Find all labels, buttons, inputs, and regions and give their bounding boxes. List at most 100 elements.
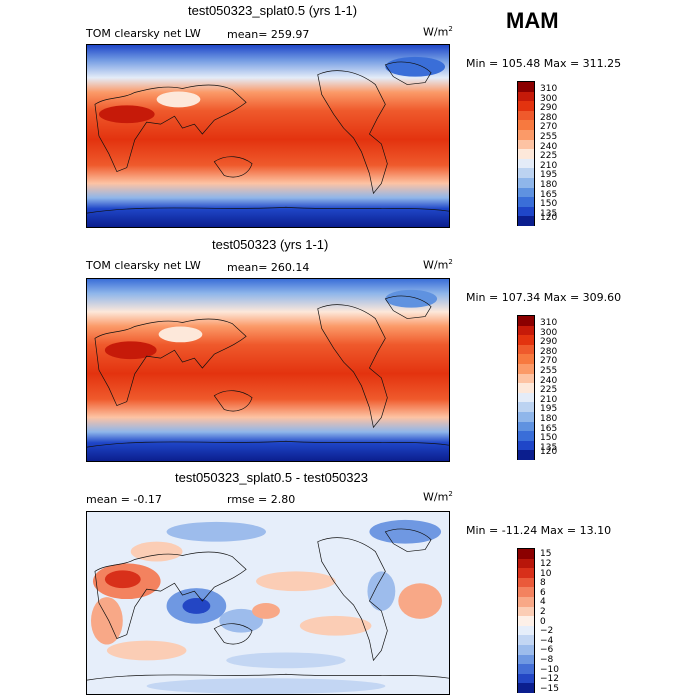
panel1-arctic xyxy=(385,56,446,77)
panel2-colorbar-swatch xyxy=(518,392,534,403)
panel2-level-label: 120 xyxy=(540,447,558,457)
panel2-mean: mean= 260.14 xyxy=(227,261,310,274)
panel2-units: W/m2 xyxy=(423,258,453,272)
panel3-colorbar-swatch xyxy=(518,587,534,597)
panel1-level-label: 270 xyxy=(540,122,558,132)
panel1-minmax: Min = 105.48 Max = 311.25 xyxy=(466,57,622,70)
panel2-colorbar-swatch xyxy=(518,335,534,345)
panel3-colorbar-swatch xyxy=(518,683,534,693)
panel2-level-label: 180 xyxy=(540,414,558,424)
panel1-colorbar-swatch xyxy=(518,187,534,198)
panel1-colorbar-swatch xyxy=(518,101,534,111)
panel1-level-label: 165 xyxy=(540,190,558,200)
panel3-level-label: 2 xyxy=(540,607,546,617)
panel1-colorbar xyxy=(517,81,535,226)
panel1-tibet xyxy=(156,91,201,108)
panel2-map xyxy=(86,278,450,462)
panel3-colorbar-swatch xyxy=(518,558,534,569)
panel3-colorbar-swatch xyxy=(518,625,534,636)
panel1-sahara xyxy=(98,105,155,124)
panel3-level-label: 12 xyxy=(540,559,552,569)
panel1-units: W/m2 xyxy=(423,25,453,39)
panel3-map xyxy=(86,511,450,695)
panel1-colorbar-swatch xyxy=(518,197,534,207)
panel3-colorbar-swatch xyxy=(518,577,534,588)
panel1-colorbar-swatch xyxy=(518,177,534,188)
panel1-level-label: 210 xyxy=(540,161,558,171)
panel1-field xyxy=(87,45,449,227)
season-label: MAM xyxy=(506,8,559,33)
panel2-level-label: 150 xyxy=(540,433,558,443)
panel3-level-label: −15 xyxy=(540,684,559,694)
panel2-level-label: 270 xyxy=(540,356,558,366)
panel2-colorbar-swatch xyxy=(518,383,534,393)
panel3-colorbar-swatch xyxy=(518,664,534,674)
panel3-level-label: −8 xyxy=(540,655,554,665)
panel1-colorbar-swatch xyxy=(518,91,534,102)
panel2-colorbar-swatch xyxy=(518,440,534,451)
panel1-level-label: 195 xyxy=(540,170,558,180)
panel3-colorbar-swatch xyxy=(518,635,534,645)
panel2-colorbar-swatch xyxy=(518,411,534,422)
panel1-colorbar-swatch xyxy=(518,120,534,130)
panel3-units: W/m2 xyxy=(423,490,453,504)
panel1-level-label: 120 xyxy=(540,213,558,223)
panel3-level-label: −4 xyxy=(540,636,554,646)
panel3-colorbar-swatch xyxy=(518,596,534,607)
panel1-colorbar-swatch xyxy=(518,158,534,169)
panel2-level-label: 195 xyxy=(540,404,558,414)
panel1-level-label: 300 xyxy=(540,94,558,104)
panel2-tibet xyxy=(158,326,203,343)
panel3-level-label: 0 xyxy=(540,617,546,627)
panel3-level-label: 8 xyxy=(540,578,546,588)
panel1-level-label: 180 xyxy=(540,180,558,190)
panel2-level-label: 165 xyxy=(540,424,558,434)
panel1-colorbar-swatch xyxy=(518,110,534,121)
panel1-colorbar-swatch xyxy=(518,82,534,92)
panel1-coastlines xyxy=(87,61,449,214)
panel2-field xyxy=(87,279,449,461)
panel1-level-label: 240 xyxy=(540,142,558,152)
panel1-colorbar-swatch xyxy=(518,149,534,159)
panel3-rmse: rmse = 2.80 xyxy=(227,493,296,506)
panel3-coastlines xyxy=(87,528,449,681)
panel3-colorbar-swatch xyxy=(518,654,534,665)
panel1-variable: TOM clearsky net LW xyxy=(86,27,201,40)
panel1-map xyxy=(86,44,450,228)
panel2-coastlines xyxy=(87,295,449,448)
panel3-title: test050323_splat0.5 - test050323 xyxy=(175,470,368,485)
panel1-colorbar-swatch xyxy=(518,129,534,140)
panel1-level-label: 150 xyxy=(540,199,558,209)
panel3-anomalies xyxy=(90,519,443,694)
panel3-level-label: −10 xyxy=(540,665,559,675)
panel1-level-label: 135 xyxy=(540,209,558,219)
panel1-level-label: 310 xyxy=(540,84,558,94)
panel2-level-label: 300 xyxy=(540,328,558,338)
panel2-level-label: 225 xyxy=(540,385,558,395)
panel2-colorbar-swatch xyxy=(518,402,534,412)
panel2-minmax: Min = 107.34 Max = 309.60 xyxy=(466,291,622,304)
panel2-colorbar-swatch xyxy=(518,363,534,374)
panel2-colorbar-swatch xyxy=(518,325,534,336)
panel2-level-label: 280 xyxy=(540,347,558,357)
panel1-colorbar-swatch xyxy=(518,139,534,150)
panel2-level-label: 290 xyxy=(540,337,558,347)
panel3-level-label: 4 xyxy=(540,597,546,607)
panel1-title: test050323_splat0.5 (yrs 1-1) xyxy=(188,3,358,18)
panel2-title: test050323 (yrs 1-1) xyxy=(212,237,329,252)
panel2-colorbar-swatch xyxy=(518,354,534,364)
panel3-colorbar-swatch xyxy=(518,568,534,578)
panel3-minmax: Min = -11.24 Max = 13.10 xyxy=(466,524,612,537)
panel3-level-label: −2 xyxy=(540,626,554,636)
panel3-colorbar-swatch xyxy=(518,673,534,684)
panel3-level-label: 15 xyxy=(540,549,552,559)
panel2-colorbar-swatch xyxy=(518,373,534,384)
panel3-mean: mean = -0.17 xyxy=(86,493,162,506)
panel3-colorbar-swatch xyxy=(518,644,534,655)
panel2-level-label: 135 xyxy=(540,443,558,453)
panel2-colorbar-swatch xyxy=(518,344,534,355)
panel2-level-label: 310 xyxy=(540,318,558,328)
panel2-level-label: 210 xyxy=(540,395,558,405)
panel1-level-label: 280 xyxy=(540,113,558,123)
panel1-level-label: 255 xyxy=(540,132,558,142)
